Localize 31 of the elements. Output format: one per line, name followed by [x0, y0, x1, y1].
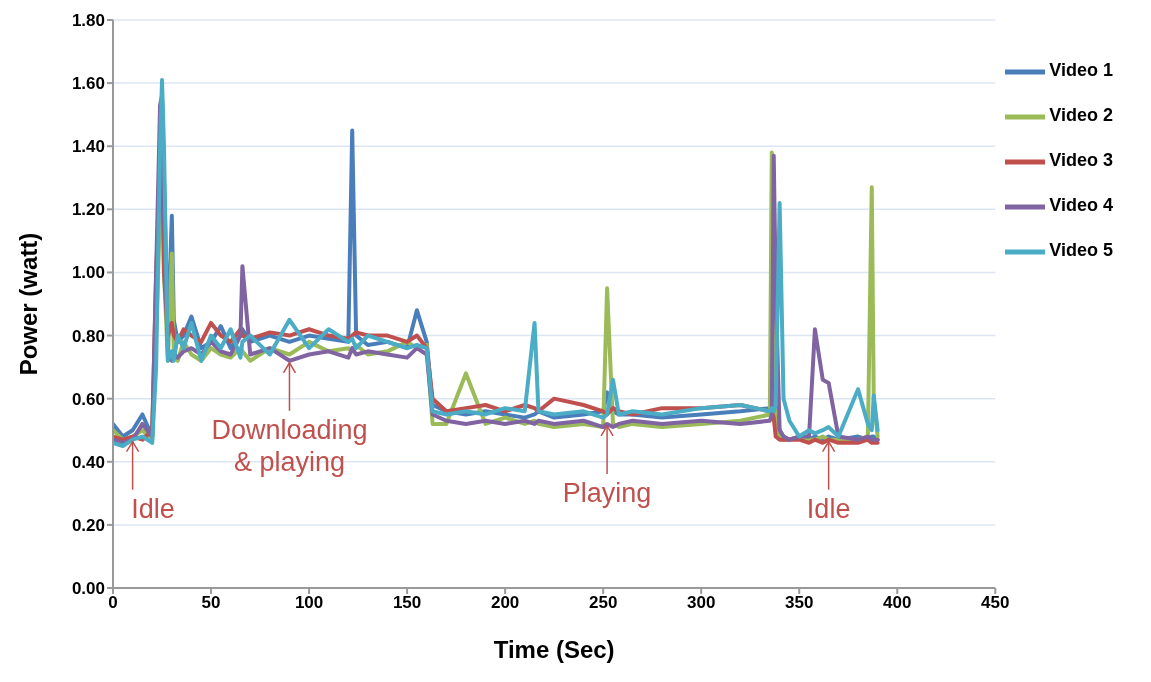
y-axis-title: Power (watt): [14, 232, 42, 376]
x-tick-label: 400: [883, 593, 912, 613]
x-tick-label: 100: [294, 593, 324, 613]
x-tick-label: 200: [490, 593, 520, 613]
y-tick-label: 1.00: [71, 263, 105, 283]
y-tick-label: 0.00: [71, 579, 105, 599]
y-tick-label: 0.60: [71, 389, 105, 409]
y-tick-label: 0.40: [71, 452, 105, 472]
y-tick-label: 1.20: [71, 200, 105, 220]
y-tick-label: 0.80: [71, 326, 105, 346]
annotation: Downloading & playing: [211, 414, 368, 477]
x-tick-label: 50: [201, 593, 221, 613]
y-tick-label: 1.80: [71, 11, 105, 31]
legend-label: Video 4: [1049, 195, 1113, 215]
x-tick-label: 350: [785, 593, 814, 613]
legend-label: Video 5: [1049, 240, 1113, 260]
x-axis-title: Time (Sec): [493, 636, 615, 663]
x-tick-label: 150: [392, 593, 422, 613]
x-tick-label: 0: [108, 593, 118, 613]
y-tick-label: 1.40: [71, 137, 105, 157]
legend-label: Video 3: [1049, 150, 1113, 170]
annotation: Idle: [806, 493, 851, 524]
legend-label: Video 1: [1049, 60, 1113, 80]
x-tick-label: 450: [981, 593, 1010, 613]
y-tick-label: 0.20: [71, 515, 105, 535]
y-tick-label: 1.60: [71, 74, 105, 94]
x-tick-label: 250: [588, 593, 618, 613]
annotation: Playing: [562, 477, 652, 508]
legend-label: Video 2: [1049, 105, 1113, 125]
annotation: Idle: [131, 493, 175, 524]
x-tick-label: 300: [687, 593, 716, 613]
